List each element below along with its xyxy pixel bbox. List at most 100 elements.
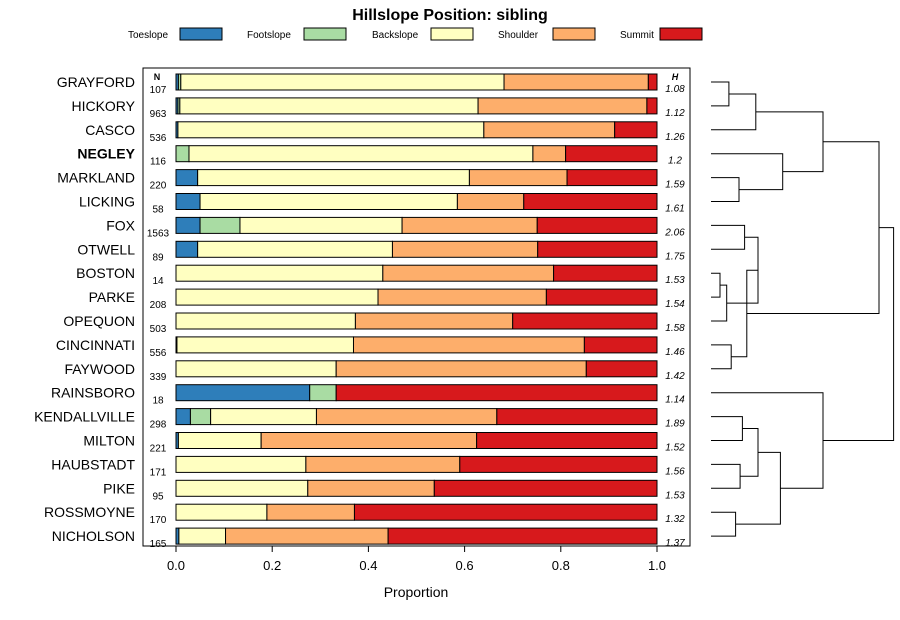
dendrogram-link-13 [711, 463, 741, 489]
bar-casco-shoulder [483, 121, 616, 139]
soil-label-pike: PIKE [103, 480, 135, 496]
bar-milton-shoulder [260, 432, 478, 449]
dendrogram-link-7 [711, 224, 746, 250]
bar-kendallville-summit [496, 408, 658, 426]
bar-negley-shoulder [532, 145, 567, 163]
dendrogram-link-12 [711, 416, 743, 441]
h-label-parke: 1.54 [665, 299, 685, 310]
bar-otwell-toeslope [175, 240, 199, 258]
bar-milton-summit [476, 432, 658, 449]
soil-label-nicholson: NICHOLSON [52, 528, 135, 544]
soil-label-kendallville: KENDALLVILLE [34, 409, 135, 425]
bar-kendallville-backslope [210, 408, 317, 426]
bar-haubstadt-summit [459, 455, 658, 473]
n-label-casco: 536 [150, 133, 167, 144]
n-label-opequon: 503 [150, 324, 167, 335]
dendrogram-link-1 [711, 93, 757, 131]
bar-licking-shoulder [456, 193, 525, 210]
soil-label-haubstadt: HAUBSTADT [51, 456, 135, 472]
x-tick-label-1: 0.2 [263, 558, 281, 573]
soil-label-rossmoyne: ROSSMOYNE [44, 504, 135, 520]
bars [175, 73, 658, 545]
bar-hickory-summit [646, 97, 658, 115]
bar-licking-toeslope [175, 193, 201, 210]
bar-opequon-summit [512, 312, 658, 330]
h-label-rainsboro: 1.14 [665, 395, 685, 406]
x-axis: 0.0 0.2 0.4 0.6 0.8 1.0 [167, 546, 666, 573]
plot-frame [142, 67, 691, 547]
bar-casco-summit [614, 121, 658, 139]
bar-licking-summit [523, 193, 658, 210]
dendrogram-link-6 [711, 284, 728, 322]
n-label-grayford: 107 [150, 85, 167, 96]
bar-kendallville-footslope [189, 408, 212, 426]
bar-parke-backslope [175, 288, 379, 306]
legend-label-footslope: Footslope [247, 30, 291, 41]
h-label-boston: 1.53 [665, 275, 685, 286]
h-label-opequon: 1.58 [665, 323, 685, 334]
soil-labels: GRAYFORD HICKORY CASCO NEGLEY MARKLAND LICKIN… [34, 74, 136, 544]
x-tick-label-4: 0.8 [552, 558, 570, 573]
bar-rossmoyne-summit [353, 503, 658, 521]
h-labels: 1.08 1.12 1.26 1.2 1.59 1.61 2.06 1.75 1.53 1.54 1… [664, 84, 685, 549]
dendrogram-link-5 [711, 272, 721, 298]
legend-label-toeslope: Toeslope [128, 30, 168, 41]
bar-cincinnati-backslope [176, 336, 354, 354]
dendrogram-link-16 [735, 451, 781, 525]
bar-fox-backslope [239, 216, 403, 234]
h-label-kendallville: 1.89 [665, 419, 685, 430]
bar-markland-toeslope [175, 169, 199, 187]
bar-markland-shoulder [468, 169, 568, 187]
soil-label-parke: PARKE [89, 289, 135, 305]
bar-boston-shoulder [382, 264, 555, 282]
bar-haubstadt-shoulder [305, 455, 461, 473]
h-label-otwell: 1.75 [665, 251, 685, 262]
h-label-markland: 1.59 [665, 180, 685, 191]
n-label-rossmoyne: 170 [150, 515, 167, 526]
dendrogram-link-10 [731, 269, 759, 358]
dendrogram-link-11 [746, 141, 880, 314]
bar-fox-footslope [199, 216, 241, 234]
bar-negley-footslope [175, 145, 190, 163]
bar-fox-shoulder [401, 216, 538, 234]
n-label-milton: 221 [150, 444, 167, 455]
soil-label-negley: NEGLEY [77, 146, 135, 162]
h-label-casco: 1.26 [665, 132, 685, 143]
h-label-faywood: 1.42 [665, 371, 685, 382]
dendrogram-link-14 [740, 428, 759, 477]
dendrogram-link-0 [711, 81, 730, 107]
bar-rainsboro-footslope [309, 384, 337, 402]
legend-swatch-shoulder [552, 27, 596, 41]
bar-pike-shoulder [307, 479, 435, 497]
bar-opequon-backslope [175, 312, 356, 330]
n-label-otwell: 89 [152, 252, 164, 263]
dendrogram-link-4 [755, 111, 824, 173]
h-label-negley: 1.2 [668, 156, 682, 167]
n-label-kendallville: 298 [150, 420, 167, 431]
soil-label-licking: LICKING [79, 194, 135, 210]
dendrogram-link-3 [711, 153, 784, 191]
h-label-fox: 2.06 [664, 227, 685, 238]
soil-label-opequon: OPEQUON [63, 313, 135, 329]
chart-title: Hillslope Position: sibling [352, 7, 548, 24]
soil-label-markland: MARKLAND [57, 170, 135, 186]
bar-milton-backslope [177, 432, 262, 449]
n-label-parke: 208 [150, 300, 167, 311]
x-tick-label-2: 0.4 [359, 558, 377, 573]
bar-negley-summit [565, 145, 658, 163]
bar-licking-backslope [199, 193, 458, 210]
soil-label-cincinnati: CINCINNATI [56, 337, 135, 353]
bar-opequon-shoulder [354, 312, 514, 330]
n-labels: 107 963 536 116 220 58 1563 89 14 208 503 556 339 18 2… [147, 85, 170, 550]
n-label-faywood: 339 [150, 372, 167, 383]
bar-nicholson-shoulder [225, 527, 389, 545]
bar-kendallville-shoulder [315, 408, 498, 426]
x-tick-label-3: 0.6 [456, 558, 474, 573]
bar-rossmoyne-backslope [175, 503, 268, 521]
bar-faywood-backslope [175, 360, 337, 378]
n-label-markland: 220 [150, 181, 167, 192]
x-axis-label: Proportion [384, 584, 449, 600]
dendrogram-link-2 [711, 177, 740, 202]
legend-label-shoulder: Shoulder [498, 30, 539, 41]
